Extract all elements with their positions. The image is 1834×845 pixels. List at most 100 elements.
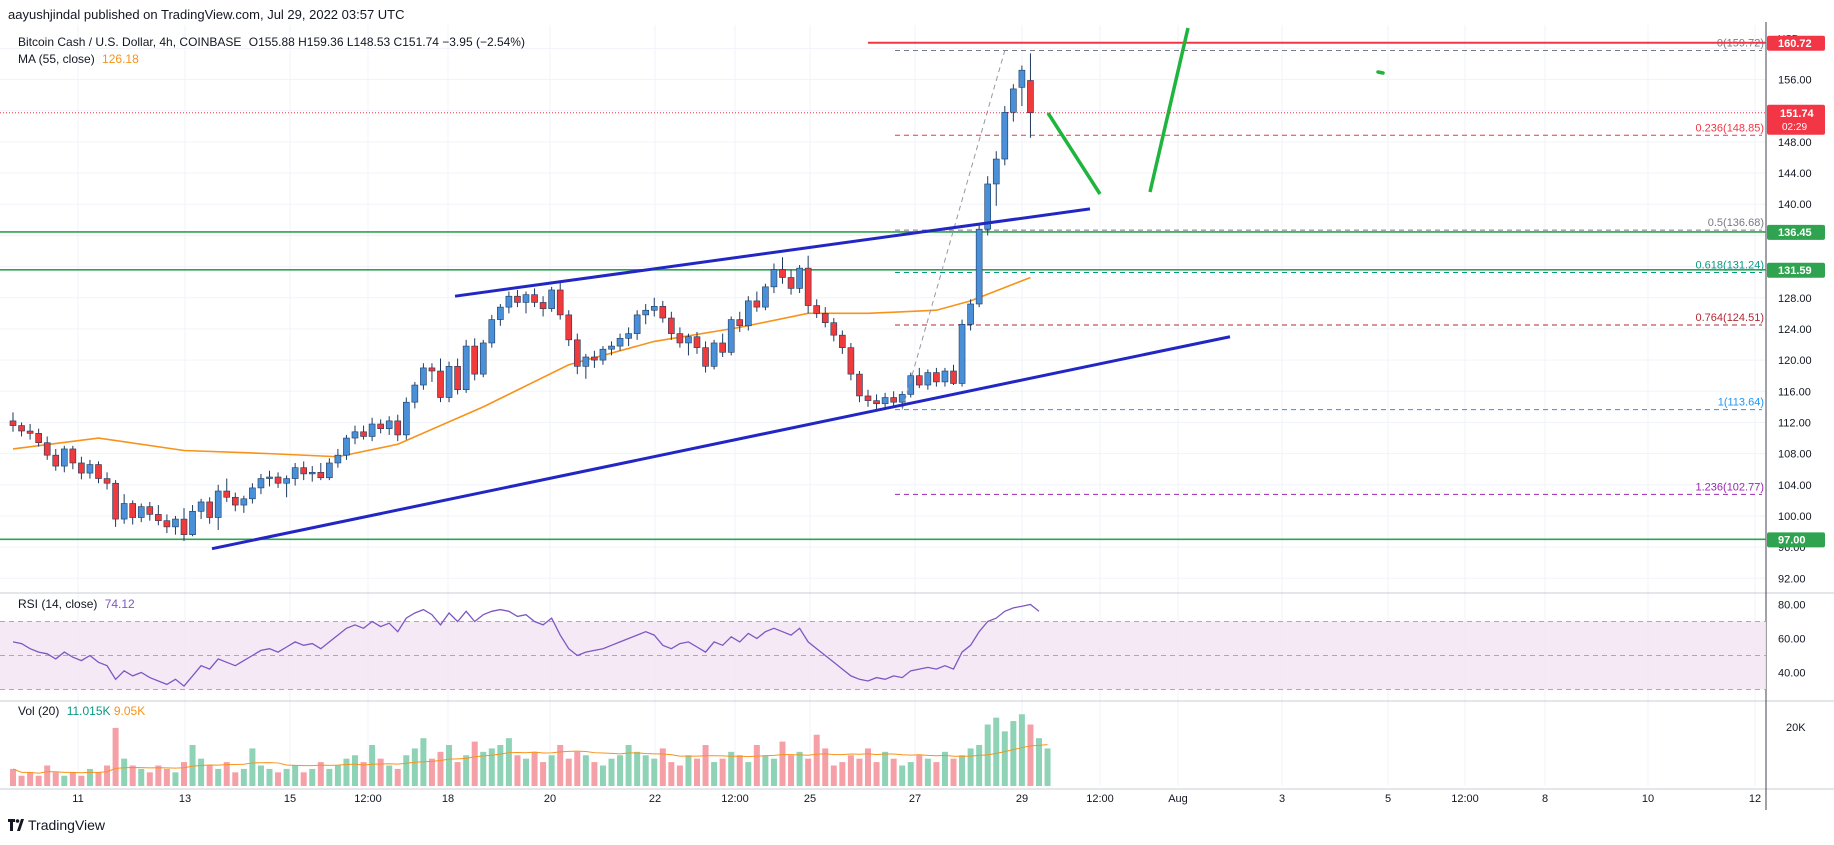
price-tick: 104.00 (1778, 480, 1812, 492)
ma-value: 126.18 (102, 52, 139, 66)
time-tick: 12:00 (721, 793, 749, 805)
volume-bar (685, 755, 692, 786)
time-tick: 8 (1542, 793, 1548, 805)
candle-body (223, 490, 231, 498)
volume-bar (779, 741, 786, 786)
volume-bar (232, 772, 239, 786)
candle-body (343, 437, 350, 456)
volume-ma-value: 9.05K (113, 704, 146, 718)
candle-body (531, 294, 538, 303)
candle-body (804, 267, 812, 306)
rsi-label: RSI (14, close) (18, 597, 98, 611)
time-tick: 3 (1279, 793, 1285, 805)
candle-body (52, 454, 60, 467)
candle-body (18, 425, 25, 432)
rsi-value: 74.12 (104, 597, 135, 611)
volume-bar (275, 772, 282, 786)
volume-bar (796, 751, 803, 786)
volume-bar (865, 748, 871, 786)
candle-body (402, 401, 410, 436)
candle-body (411, 384, 419, 403)
volume-bar (163, 768, 170, 786)
fibonacci-retracement[interactable]: 0(159.72)0.236(148.85)0.5(136.68)0.618(1… (895, 38, 1764, 495)
volume-bar (770, 758, 777, 786)
volume-bar (61, 775, 68, 786)
candle-body (514, 295, 521, 303)
candle-body (727, 319, 735, 353)
volume-bar (514, 755, 521, 786)
price-tick: 100.00 (1778, 511, 1812, 523)
candle-body (753, 300, 761, 308)
volume-bar (146, 772, 153, 786)
rsi-polyline (12, 603, 1040, 688)
volume-bar (591, 762, 598, 786)
symbol-legend[interactable]: Bitcoin Cash / U.S. Dollar, 4h, COINBASE… (18, 35, 525, 49)
volume-bar (27, 772, 34, 786)
fib-label-0.5: 0.5(136.68) (1708, 217, 1764, 229)
candle-body (120, 503, 128, 520)
price-tick: 108.00 (1778, 449, 1812, 461)
volume-bar (711, 762, 718, 786)
volume-bar (967, 748, 974, 786)
candle-body (556, 289, 564, 316)
volume-bar (531, 751, 538, 786)
volume-legend[interactable]: Vol (20) 11.015K 9.05K (18, 704, 145, 718)
volume-bar (890, 758, 897, 786)
volume-bar (428, 758, 435, 786)
candle-body (744, 300, 752, 327)
fib-label-0.618: 0.618(131.24) (1696, 260, 1765, 272)
volume-bar (617, 755, 624, 786)
volume-bar (642, 755, 649, 786)
price-tick: 128.00 (1778, 293, 1812, 305)
candle-body (890, 397, 897, 403)
volume-bar (719, 758, 726, 786)
volume-bar (95, 772, 102, 786)
price-axis[interactable]: USD156.00152.00148.00144.00140.00136.001… (1778, 34, 1812, 734)
price-tags: 160.72 151.74 02:29 136.45 131.59 97.00 (1767, 35, 1825, 548)
volume-bar (189, 745, 196, 786)
volume-bar (266, 768, 273, 786)
candle-body (522, 294, 530, 303)
price-tag-r2-bg (1767, 262, 1825, 278)
candle-body (839, 334, 846, 348)
price-tag-current-bg (1767, 104, 1825, 135)
time-axis[interactable]: 11 13 15 12:00 18 20 22 12:00 25 27 29 12:00 Aug 3 5 12… (72, 793, 1761, 805)
candle-body (95, 464, 102, 479)
publisher-line: aayushjindal published on TradingView.co… (8, 7, 405, 22)
price-tick: 144.00 (1778, 168, 1812, 180)
time-tick: 10 (1642, 793, 1654, 805)
candle-body (796, 267, 803, 289)
projection-drop-line (1046, 112, 1102, 195)
rsi-tick: 60.00 (1778, 634, 1806, 646)
candle-body (155, 514, 162, 521)
rsi-legend[interactable]: RSI (14, close) 74.12 (18, 597, 135, 611)
volume-bar (292, 765, 299, 786)
volume-bar (112, 727, 119, 786)
candle-body (497, 306, 504, 320)
candle-body (907, 375, 915, 395)
volume-bar (249, 748, 256, 786)
volume-bar (762, 755, 769, 786)
price-tick: 124.00 (1778, 324, 1812, 336)
volume-bar (121, 758, 128, 786)
candle-body (445, 366, 453, 398)
drawings[interactable] (211, 27, 1385, 551)
price-tick: 156.00 (1778, 75, 1812, 87)
volume-bar (223, 762, 230, 786)
volume-bar (668, 762, 675, 786)
candle-body (625, 333, 632, 339)
tradingview-brand[interactable]: TradingView (8, 817, 105, 833)
ma-legend[interactable]: MA (55, close) 126.18 (18, 52, 139, 66)
candle-body (719, 342, 726, 353)
volume-bar (377, 758, 384, 786)
time-tick: 25 (804, 793, 816, 805)
volume-bar (86, 768, 93, 786)
volume-bar (608, 758, 615, 786)
volume-bar (882, 751, 889, 786)
time-tick: 29 (1016, 793, 1028, 805)
horizontal-levels[interactable] (0, 41, 1766, 541)
candle-body (163, 520, 171, 528)
candle-body (257, 478, 265, 489)
candle-body (642, 309, 650, 316)
